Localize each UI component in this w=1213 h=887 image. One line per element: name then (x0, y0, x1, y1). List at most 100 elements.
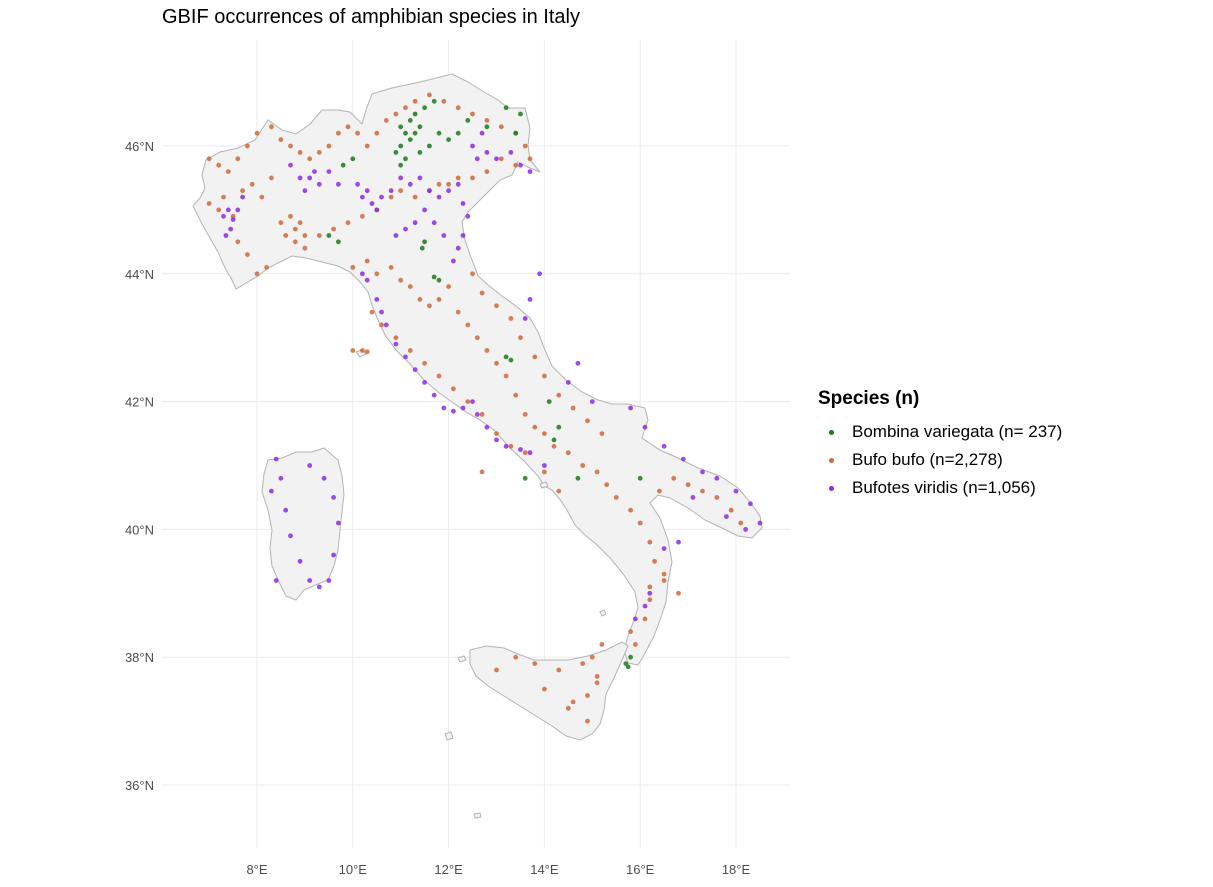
occurrence-point (412, 111, 418, 117)
occurrence-point (455, 175, 461, 181)
occurrence-point (585, 718, 590, 724)
occurrence-point (748, 501, 753, 507)
occurrence-point (532, 424, 538, 430)
occurrence-point (628, 629, 633, 634)
occurrence-point (383, 322, 389, 328)
occurrence-point (427, 303, 432, 309)
occurrence-point (403, 226, 408, 232)
occurrence-point (364, 349, 370, 355)
occurrence-point (436, 297, 442, 302)
occurrence-point (388, 265, 394, 270)
occurrence-point (350, 156, 356, 162)
occurrence-point (494, 431, 499, 436)
occurrence-point (374, 271, 380, 277)
occurrence-point (345, 220, 351, 226)
occurrence-point (676, 590, 681, 596)
occurrence-point (412, 194, 418, 200)
x-tick-label: 14°E (530, 862, 559, 877)
occurrence-point (326, 143, 332, 149)
occurrence-point (484, 169, 490, 175)
occurrence-point (661, 443, 667, 449)
occurrence-point (436, 194, 442, 200)
occurrence-point (733, 488, 739, 494)
occurrence-point (527, 450, 533, 456)
occurrence-point (240, 188, 246, 194)
occurrence-point (484, 118, 490, 123)
occurrence-point (537, 271, 542, 277)
occurrence-point (647, 590, 653, 596)
occurrence-point (407, 348, 413, 353)
occurrence-point (254, 130, 260, 136)
occurrence-point (628, 405, 633, 411)
occurrence-point (269, 124, 274, 130)
occurrence-point (446, 137, 451, 143)
occurrence-point (484, 424, 490, 430)
occurrence-point (503, 105, 509, 111)
occurrence-point (393, 150, 399, 155)
occurrence-point (407, 137, 413, 143)
occurrence-point (316, 150, 322, 155)
occurrence-point (441, 233, 447, 238)
occurrence-point (657, 488, 662, 494)
occurrence-point (278, 475, 284, 481)
occurrence-point (331, 495, 336, 500)
occurrence-point (513, 392, 519, 398)
occurrence-point (393, 341, 399, 347)
occurrence-point (307, 175, 313, 181)
y-tick-label: 44°N (125, 267, 154, 282)
occurrence-point (422, 239, 427, 245)
occurrence-point (565, 705, 571, 711)
occurrence-point (594, 674, 600, 679)
occurrence-point (470, 271, 475, 277)
occurrence-point (728, 507, 734, 513)
legend-item-bombina: Bombina variegata (n= 237) (818, 418, 1062, 446)
occurrence-point (455, 105, 461, 111)
occurrence-point (474, 412, 480, 417)
aeolian-island (599, 609, 607, 617)
occurrence-point (431, 220, 437, 226)
occurrence-point (484, 124, 490, 130)
occurrence-point (283, 507, 289, 513)
occurrence-point (436, 277, 442, 283)
occurrence-point (676, 539, 681, 545)
occurrence-point (613, 495, 619, 500)
occurrence-point (364, 277, 370, 283)
occurrence-point (527, 297, 533, 302)
occurrence-point (307, 578, 313, 583)
occurrence-point (326, 233, 332, 238)
occurrence-point (336, 239, 341, 245)
occurrence-point (508, 150, 514, 155)
occurrence-point (288, 213, 293, 219)
occurrence-point (465, 399, 471, 404)
occurrence-point (412, 130, 418, 136)
occurrence-point (743, 527, 748, 532)
occurrence-point (714, 495, 720, 500)
occurrence-point (585, 418, 590, 424)
occurrence-point (470, 175, 475, 181)
occurrence-point (625, 664, 631, 670)
occurrence-point (225, 169, 231, 175)
occurrence-point (427, 188, 432, 194)
occurrence-point (240, 194, 246, 200)
occurrence-point (647, 597, 653, 603)
occurrence-point (297, 220, 303, 226)
occurrence-point (522, 316, 528, 321)
occurrence-point (546, 399, 552, 404)
occurrence-point (642, 616, 648, 622)
occurrence-point (364, 258, 370, 264)
occurrence-point (278, 220, 284, 226)
occurrence-point (479, 469, 485, 475)
occurrence-point (223, 233, 229, 238)
occurrence-point (446, 284, 451, 289)
occurrence-point (494, 360, 499, 366)
occurrence-point (661, 546, 667, 551)
occurrence-point (494, 667, 499, 673)
occurrence-point (417, 175, 423, 181)
occurrence-point (484, 150, 490, 155)
occurrence-point (757, 520, 763, 526)
occurrence-point (393, 111, 399, 117)
y-tick-label: 40°N (125, 522, 154, 537)
occurrence-points (206, 92, 763, 724)
occurrence-point (259, 194, 265, 200)
occurrence-point (398, 162, 404, 168)
